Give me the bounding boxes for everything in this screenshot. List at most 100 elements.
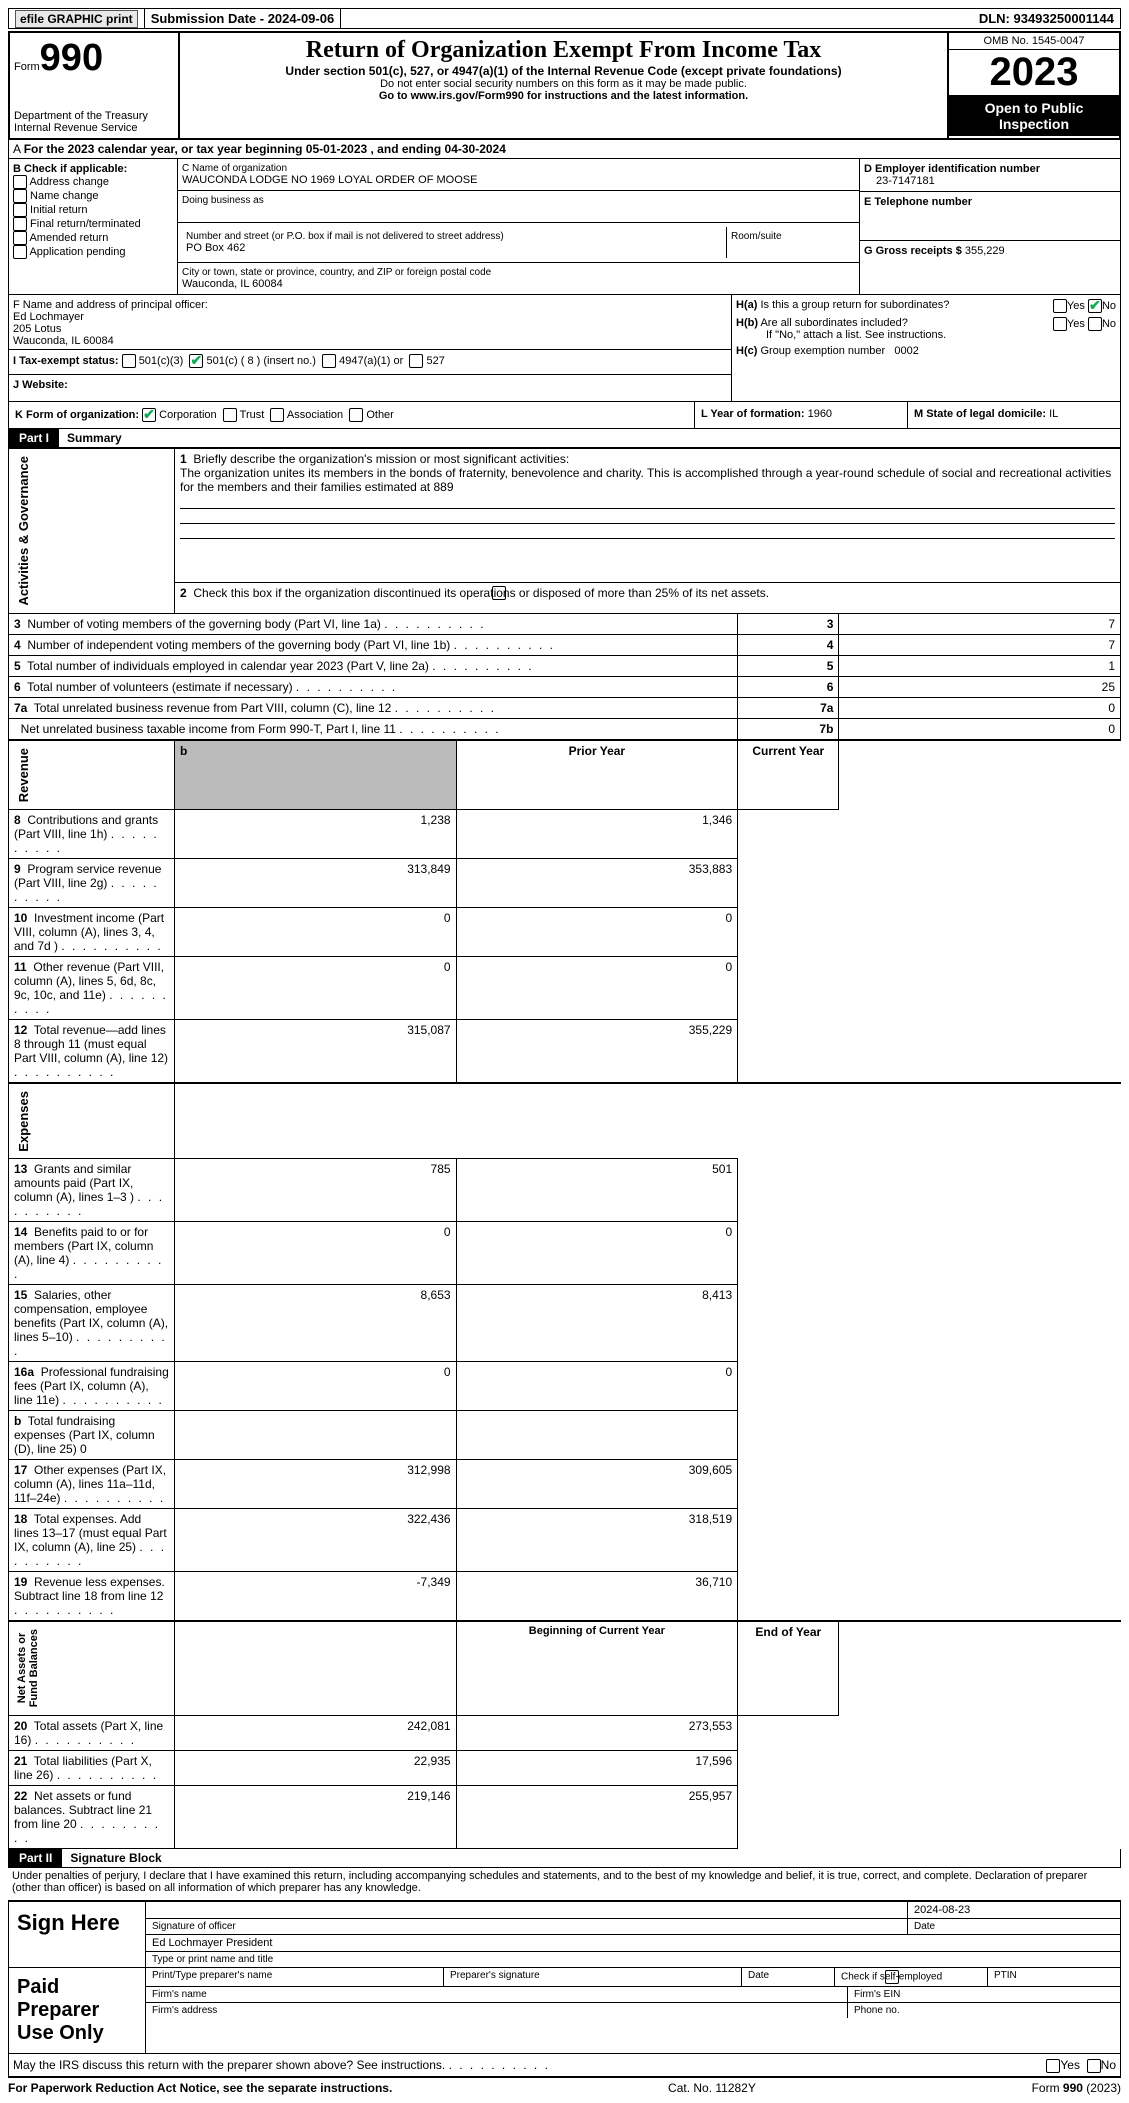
ein: 23-7147181 xyxy=(864,175,1116,187)
line2-checkbox[interactable] xyxy=(492,586,506,600)
firm-ein-label: Firm's EIN xyxy=(848,1987,1120,2002)
cat-no: Cat. No. 11282Y xyxy=(668,2081,756,2095)
pra-notice: For Paperwork Reduction Act Notice, see … xyxy=(8,2081,392,2095)
b-checkbox[interactable] xyxy=(13,231,27,245)
part-2-header: Part II Signature Block xyxy=(8,1849,1121,1868)
form-subtitle: Under section 501(c), 527, or 4947(a)(1)… xyxy=(188,64,939,78)
ha-no[interactable] xyxy=(1088,299,1102,313)
b-checkbox[interactable] xyxy=(13,175,27,189)
opt-501c3: 501(c)(3) xyxy=(139,355,184,367)
line-a: A For the 2023 calendar year, or tax yea… xyxy=(8,140,1121,159)
org-name: WAUCONDA LODGE NO 1969 LOYAL ORDER OF MO… xyxy=(182,174,855,186)
state-domicile: IL xyxy=(1049,408,1058,420)
efile-button[interactable]: efile GRAPHIC print xyxy=(15,10,138,28)
top-bar: efile GRAPHIC print Submission Date - 20… xyxy=(8,8,1121,29)
g-label: G Gross receipts $ xyxy=(864,245,962,257)
hdr-current-year: Current Year xyxy=(738,740,839,810)
form-word: Form xyxy=(14,61,40,73)
hdr-end-year: End of Year xyxy=(738,1621,839,1715)
dba-label: Doing business as xyxy=(182,195,855,206)
goto-link[interactable]: Go to www.irs.gov/Form990 for instructio… xyxy=(188,90,939,102)
part2-title: Signature Block xyxy=(62,1849,169,1867)
dept-treasury: Department of the Treasury Internal Reve… xyxy=(14,110,174,134)
b-checkbox[interactable] xyxy=(13,245,27,259)
k-assoc[interactable] xyxy=(270,408,284,422)
hc-value: 0002 xyxy=(894,345,918,357)
k-opt-trust: Trust xyxy=(240,409,265,421)
part1-title: Summary xyxy=(59,429,130,447)
k-other[interactable] xyxy=(349,408,363,422)
vlabel-netassets: Net Assets or Fund Balances xyxy=(14,1625,42,1711)
mission-text: The organization unites its members in t… xyxy=(180,466,1111,494)
org-city: Wauconda, IL 60084 xyxy=(182,278,855,290)
e-label: E Telephone number xyxy=(864,196,1116,208)
checkbox-4947[interactable] xyxy=(322,354,336,368)
checkbox-527[interactable] xyxy=(409,354,423,368)
b-checkbox[interactable] xyxy=(13,189,27,203)
date-label: Date xyxy=(908,1919,1120,1934)
checkbox-501c[interactable] xyxy=(189,354,203,368)
addr-label: Number and street (or P.O. box if mail i… xyxy=(186,231,722,242)
officer-printed: Ed Lochmayer President xyxy=(146,1935,1120,1951)
vlabel-revenue: Revenue xyxy=(14,744,33,806)
sig-date: 2024-08-23 xyxy=(908,1902,1120,1918)
sig-officer-label: Signature of officer xyxy=(146,1919,908,1934)
b-checkbox[interactable] xyxy=(13,217,27,231)
line2-text: Check this box if the organization disco… xyxy=(193,586,769,600)
form-title: Return of Organization Exempt From Incom… xyxy=(188,37,939,64)
year-formation: 1960 xyxy=(808,408,832,420)
discuss-no[interactable] xyxy=(1087,2059,1101,2073)
vlabel-governance: Activities & Governance xyxy=(14,452,33,610)
firm-name-label: Firm's name xyxy=(146,1987,848,2002)
j-website: J Website: xyxy=(9,374,731,395)
f-label: F Name and address of principal officer: xyxy=(13,299,727,311)
k-trust[interactable] xyxy=(223,408,237,422)
signature-block: Sign Here 2024-08-23 Signature of office… xyxy=(8,1900,1121,2054)
phone-label: Phone no. xyxy=(848,2003,1120,2018)
hb-label: Are all subordinates included? xyxy=(760,317,907,329)
k-opt-corp: Corporation xyxy=(159,409,216,421)
k-label: K Form of organization: xyxy=(15,409,139,421)
m-label: M State of legal domicile: xyxy=(914,408,1046,420)
c-name-label: C Name of organization xyxy=(182,163,855,174)
hdr-begin-year: Beginning of Current Year xyxy=(456,1621,738,1715)
hc-label: Group exemption number xyxy=(760,345,885,357)
mission-label: Briefly describe the organization's miss… xyxy=(193,452,569,466)
dln: DLN: 93493250001144 xyxy=(973,9,1120,28)
k-opt-assoc: Association xyxy=(287,409,343,421)
l-label: L Year of formation: xyxy=(701,408,805,420)
footer: For Paperwork Reduction Act Notice, see … xyxy=(8,2077,1121,2095)
b-checkbox[interactable] xyxy=(13,203,27,217)
submission-date: Submission Date - 2024-09-06 xyxy=(145,9,342,28)
hb-yes[interactable] xyxy=(1053,317,1067,331)
opt-4947: 4947(a)(1) or xyxy=(339,355,403,367)
paid-preparer: Paid Preparer Use Only xyxy=(9,1968,146,2053)
tax-year: 2023 xyxy=(949,50,1119,96)
firm-addr-label: Firm's address xyxy=(146,2003,848,2018)
hb-no[interactable] xyxy=(1088,317,1102,331)
officer-addr1: 205 Lotus xyxy=(13,323,727,335)
k-opt-other: Other xyxy=(366,409,394,421)
prep-date-label: Date xyxy=(742,1968,835,1986)
section-b-to-g: B Check if applicable: Address change Na… xyxy=(8,159,1121,295)
type-label: Type or print name and title xyxy=(146,1952,1120,1967)
part-1-header: Part I Summary xyxy=(8,429,1121,448)
city-label: City or town, state or province, country… xyxy=(182,267,855,278)
org-address: PO Box 462 xyxy=(186,242,722,254)
room-label: Room/suite xyxy=(727,227,855,258)
k-corp[interactable] xyxy=(142,408,156,422)
ssn-warning: Do not enter social security numbers on … xyxy=(188,78,939,90)
prep-sig-label: Preparer's signature xyxy=(444,1968,742,1986)
ptin-label: PTIN xyxy=(988,1968,1120,1986)
summary-table: Activities & Governance 1 Briefly descri… xyxy=(8,448,1121,1849)
form-number: 990 xyxy=(40,37,103,79)
part2-num: Part II xyxy=(9,1849,62,1867)
opt-527: 527 xyxy=(427,355,445,367)
opt-501c8: 501(c) ( 8 ) (insert no.) xyxy=(207,355,316,367)
discuss-yes[interactable] xyxy=(1046,2059,1060,2073)
hdr-prior-year: Prior Year xyxy=(456,740,738,810)
self-emp-checkbox[interactable] xyxy=(885,1970,899,1984)
officer-addr2: Wauconda, IL 60084 xyxy=(13,335,727,347)
checkbox-501c3[interactable] xyxy=(122,354,136,368)
ha-yes[interactable] xyxy=(1053,299,1067,313)
